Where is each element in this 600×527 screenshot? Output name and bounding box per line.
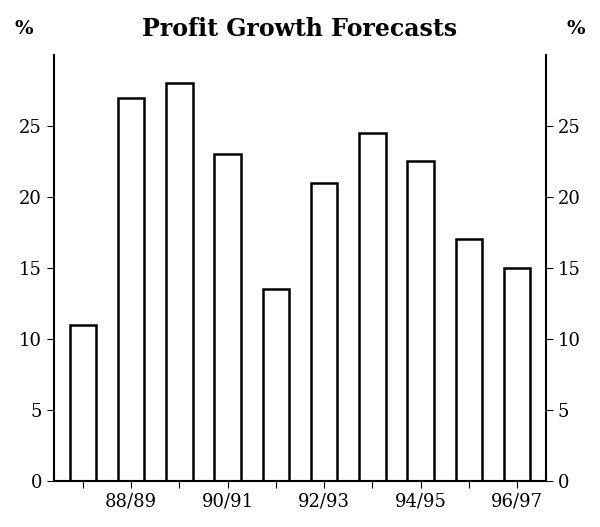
Bar: [407, 161, 434, 481]
Bar: [263, 289, 289, 481]
Bar: [504, 268, 530, 481]
Bar: [455, 239, 482, 481]
Bar: [70, 325, 96, 481]
Text: %: %: [567, 20, 586, 38]
Bar: [359, 133, 386, 481]
Text: %: %: [14, 20, 33, 38]
Bar: [118, 97, 145, 481]
Bar: [214, 154, 241, 481]
Title: Profit Growth Forecasts: Profit Growth Forecasts: [142, 17, 458, 41]
Bar: [166, 83, 193, 481]
Bar: [311, 183, 337, 481]
